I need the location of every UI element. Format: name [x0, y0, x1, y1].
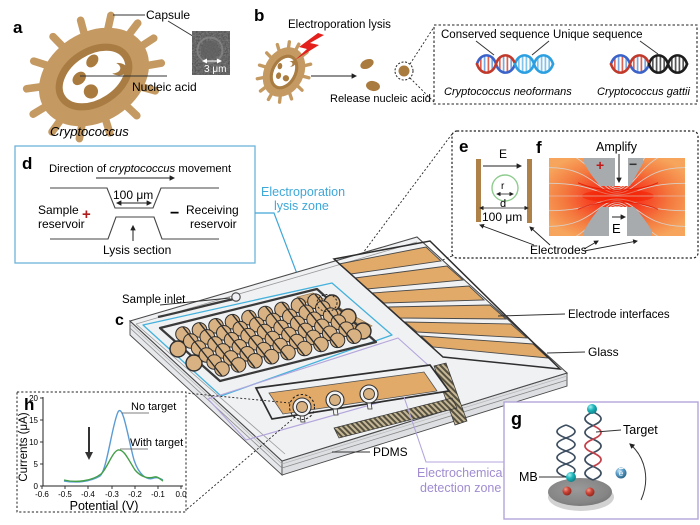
- svg-text:-0.6: -0.6: [35, 490, 49, 499]
- svg-text:0: 0: [34, 482, 39, 491]
- svg-text:Glass: Glass: [588, 345, 619, 359]
- svg-text:Sample inlet: Sample inlet: [122, 294, 186, 306]
- svg-text:10: 10: [29, 438, 38, 447]
- svg-text:E: E: [499, 147, 507, 161]
- svg-text:-0.5: -0.5: [58, 490, 72, 499]
- svg-text:Electrode interfaces: Electrode interfaces: [568, 309, 670, 321]
- svg-text:100 μm: 100 μm: [113, 188, 153, 202]
- svg-text:r: r: [501, 181, 505, 192]
- svg-text:PDMS: PDMS: [373, 445, 408, 459]
- svg-text:Amplify: Amplify: [596, 140, 638, 154]
- svg-text:reservoir: reservoir: [38, 217, 85, 231]
- svg-text:reservoir: reservoir: [190, 217, 237, 231]
- svg-text:detection zone: detection zone: [420, 481, 501, 495]
- svg-text:-0.4: -0.4: [81, 490, 95, 499]
- svg-text:-0.2: -0.2: [128, 490, 142, 499]
- svg-text:Currents (μA): Currents (μA): [18, 412, 30, 481]
- svg-text:h: h: [24, 395, 34, 414]
- svg-text:Potential (V): Potential (V): [70, 499, 139, 513]
- svg-text:Capsule: Capsule: [146, 8, 190, 22]
- svg-text:5: 5: [34, 460, 39, 469]
- svg-text:Electrochemical: Electrochemical: [417, 466, 505, 480]
- svg-text:Nucleic acid: Nucleic acid: [132, 80, 197, 94]
- svg-text:b: b: [254, 6, 264, 25]
- svg-text:-0.1: -0.1: [151, 490, 165, 499]
- svg-text:f: f: [536, 138, 542, 157]
- svg-text:Cryptococcus gattii: Cryptococcus gattii: [597, 86, 690, 98]
- svg-text:c: c: [115, 312, 124, 329]
- svg-text:Lysis section: Lysis section: [103, 243, 171, 257]
- svg-text:-0.3: -0.3: [105, 490, 119, 499]
- svg-text:Conserved sequence: Conserved sequence: [441, 29, 550, 41]
- svg-text:e: e: [459, 137, 468, 156]
- svg-text:e: e: [619, 469, 624, 478]
- svg-text:a: a: [13, 18, 23, 37]
- svg-text:lysis zone: lysis zone: [274, 199, 329, 213]
- svg-text:No target: No target: [131, 401, 176, 413]
- svg-text:Target: Target: [623, 423, 658, 437]
- svg-text:Electroporation: Electroporation: [261, 185, 345, 199]
- svg-text:g: g: [511, 409, 522, 429]
- svg-text:Electrodes: Electrodes: [530, 243, 587, 257]
- svg-text:d: d: [500, 198, 506, 210]
- svg-text:0.0: 0.0: [175, 490, 187, 499]
- svg-text:With target: With target: [130, 437, 183, 449]
- svg-text:3 μm: 3 μm: [204, 64, 226, 75]
- svg-text:−: −: [629, 156, 637, 172]
- svg-text:d: d: [22, 154, 32, 173]
- svg-text:20: 20: [29, 394, 38, 403]
- svg-text:+: +: [596, 157, 604, 173]
- svg-text:−: −: [170, 205, 179, 222]
- svg-text:Direction of cryptococcus move: Direction of cryptococcus movement: [49, 163, 232, 175]
- svg-text:E: E: [612, 221, 621, 236]
- svg-text:Cryptococcus neoformans: Cryptococcus neoformans: [444, 86, 572, 98]
- svg-text:+: +: [82, 206, 91, 223]
- svg-text:Cryptococcus: Cryptococcus: [50, 124, 129, 139]
- svg-text:Release nucleic acid: Release nucleic acid: [330, 93, 431, 105]
- svg-text:Unique sequence: Unique sequence: [553, 29, 643, 41]
- svg-text:100 μm: 100 μm: [482, 210, 522, 224]
- svg-text:MB: MB: [519, 470, 538, 484]
- svg-text:Electroporation lysis: Electroporation lysis: [288, 19, 391, 31]
- svg-text:Sample: Sample: [38, 203, 79, 217]
- svg-text:Receiving: Receiving: [186, 203, 239, 217]
- svg-text:15: 15: [29, 416, 38, 425]
